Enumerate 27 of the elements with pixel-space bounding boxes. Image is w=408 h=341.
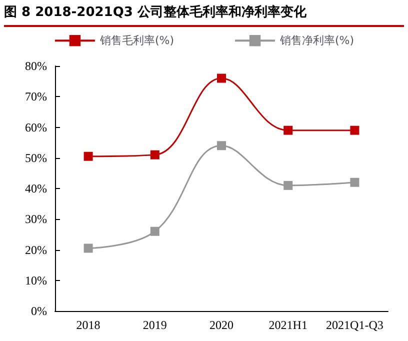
point [350, 178, 360, 187]
y-tick-label: 30% [25, 212, 47, 226]
point [284, 180, 293, 190]
x-tick-label: 2020 [210, 318, 234, 332]
point [284, 126, 293, 135]
y-tick-label: 70% [25, 90, 47, 104]
legend-label: 销售毛利率(%) [98, 34, 174, 48]
x-tick-label: 2021Q1-Q3 [326, 318, 384, 332]
x-tick-label: 2021H1 [268, 318, 308, 332]
y-tick-label: 10% [25, 273, 47, 288]
legend-label: 销售净利率(%) [279, 34, 354, 48]
point [150, 150, 160, 160]
y-tick-label: 40% [25, 182, 47, 196]
point [84, 152, 93, 161]
y-tick-label: 20% [25, 242, 47, 257]
y-tick-label: 80% [25, 59, 47, 73]
point [150, 226, 160, 236]
point [84, 244, 93, 253]
point [217, 141, 226, 150]
y-tick-label: 0% [31, 304, 47, 318]
y-tick-label: 50% [25, 150, 47, 165]
y-tick-label: 60% [25, 120, 47, 134]
point [217, 74, 226, 83]
x-tick-label: 2019 [142, 318, 167, 332]
point [350, 126, 360, 135]
chart-title: 图 8 2018-2021Q3 公司整体毛利率和净利率变化 [4, 3, 404, 27]
x-tick-label: 2018 [76, 318, 100, 332]
